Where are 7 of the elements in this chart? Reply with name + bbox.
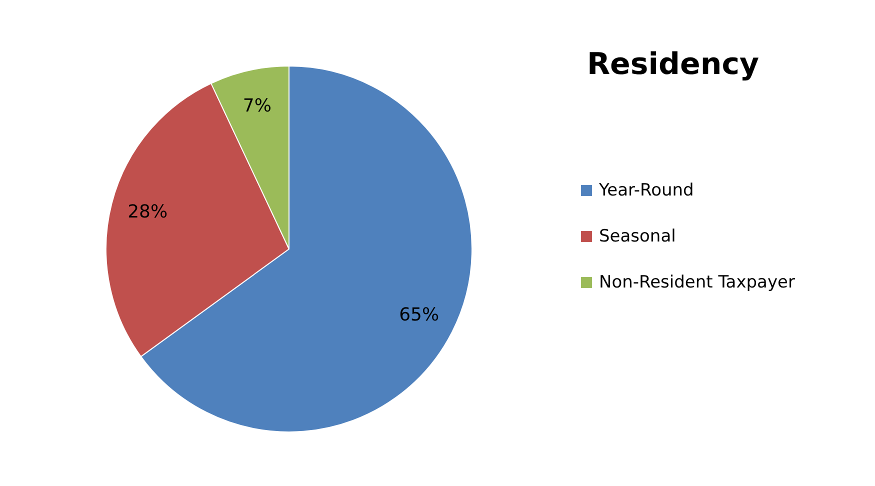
legend-label: Non-Resident Taxpayer xyxy=(599,272,795,292)
data-label: 65% xyxy=(399,304,440,326)
legend-label: Seasonal xyxy=(599,226,676,246)
data-label: 28% xyxy=(128,202,168,223)
legend-label: Year-Round xyxy=(598,180,694,200)
chart-title: Residency xyxy=(586,47,760,82)
data-label: 7% xyxy=(242,96,272,117)
